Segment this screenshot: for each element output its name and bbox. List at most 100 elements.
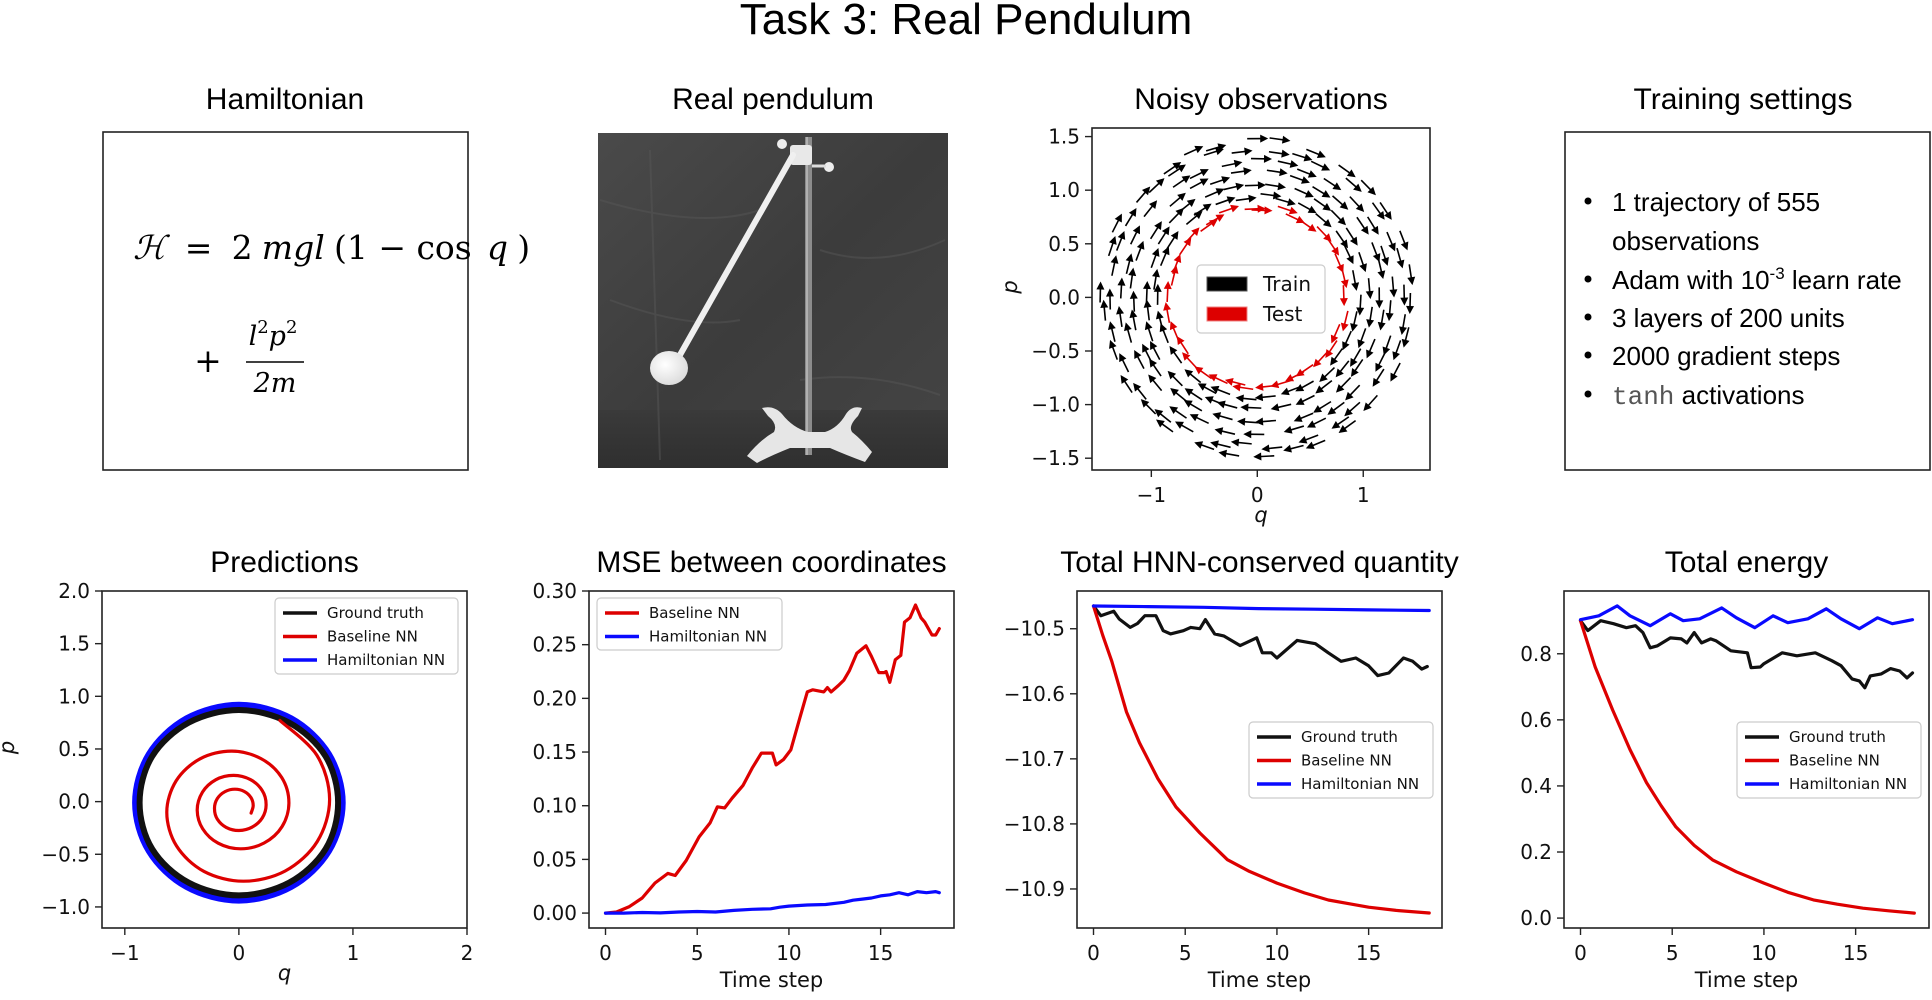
quiver-arrow — [1235, 194, 1257, 203]
quiver-arrow — [1124, 208, 1137, 227]
quiver-arrow — [1237, 417, 1259, 426]
quiver-arrow — [1243, 430, 1265, 439]
quiver-arrow — [1176, 336, 1189, 355]
bullet-icon — [1584, 351, 1592, 359]
quiver-arrow — [1297, 202, 1317, 214]
settings-item-code: tanh — [1612, 382, 1674, 412]
training-settings-box — [1564, 131, 1931, 471]
quiver-arrow — [1216, 400, 1238, 409]
quiver-arrow — [1350, 348, 1362, 367]
legend-box — [1248, 721, 1434, 799]
quiver-arrow — [1399, 314, 1407, 335]
chart-title: Total energy — [1665, 546, 1828, 579]
legend-label: Baseline NN — [649, 604, 740, 622]
formula-H: ℋ — [133, 228, 171, 267]
quiver-arrow — [1096, 281, 1105, 303]
quiver-arrow — [1231, 147, 1253, 156]
y-axis-label: p — [0, 741, 19, 755]
mse-chart: MSE between coordinates 0 5 10 15 0.30 0.25 0.2… — [532, 546, 955, 992]
quiver-arrow — [1204, 188, 1225, 198]
settings-item-after: activations — [1674, 380, 1804, 410]
quiver-arrow — [1100, 299, 1109, 321]
training-settings-title: Training settings — [1634, 83, 1853, 116]
quiver-arrow — [1152, 268, 1160, 290]
quiver-arrow — [1194, 441, 1215, 451]
series-line-baseline-nn — [165, 718, 332, 883]
quiver-arrow — [1340, 310, 1349, 332]
quiver-arrow — [1221, 159, 1243, 168]
settings-item-text: 1 trajectory of 555 — [1612, 187, 1820, 217]
quiver-arrow — [1128, 267, 1137, 289]
quiver-arrow — [1330, 209, 1347, 226]
bullet-icon — [1584, 390, 1592, 398]
settings-item-superscript: -3 — [1770, 264, 1785, 283]
quiver-arrow — [1214, 427, 1236, 436]
y-tick-label: 0.15 — [532, 740, 577, 764]
quiver-arrow — [1203, 147, 1224, 157]
quiver-arrow — [1385, 300, 1394, 322]
quiver-arrow — [1295, 363, 1314, 377]
legend: Ground truth Baseline NN Hamiltonian NN — [1248, 721, 1434, 799]
quiver-arrow — [1144, 321, 1154, 342]
x-tick-label: 2 — [461, 941, 474, 965]
quiver-arrow — [1109, 339, 1119, 360]
quiver-arrow — [1163, 162, 1182, 175]
quiver-arrow — [1296, 168, 1317, 178]
photo-cloth-folds — [599, 149, 946, 461]
quiver-arrow — [1315, 212, 1332, 228]
quiver-arrow — [1330, 348, 1343, 366]
x-tick-label: 0 — [1251, 483, 1264, 507]
quiver-arrow — [1407, 264, 1416, 286]
x-tick-label: 5 — [1179, 941, 1192, 965]
series-line-ground-truth — [136, 707, 342, 899]
bullet-icon — [1584, 197, 1592, 205]
x-tick-label: 0 — [1087, 941, 1100, 965]
formula-mgl: mgl — [262, 228, 325, 267]
quiver-arrow — [1143, 280, 1152, 302]
y-tick-label: −10.8 — [1004, 812, 1065, 836]
axes-frame — [1091, 127, 1431, 471]
quiver-arrow — [1342, 330, 1352, 351]
quiver-arrow — [1148, 178, 1165, 194]
series-test — [1163, 204, 1349, 392]
x-axis-label: Time step — [1207, 968, 1312, 992]
y-tick-label: 0.5 — [58, 737, 90, 761]
quiver-arrow — [1110, 255, 1119, 276]
y-tick-label: −10.7 — [1004, 747, 1065, 771]
quiver-arrow — [1153, 283, 1162, 305]
quiver-arrow — [1168, 207, 1184, 224]
plot-area — [132, 701, 346, 904]
quiver-arrow — [1120, 375, 1133, 394]
y-tick-label: 1.0 — [1048, 178, 1080, 202]
quiver-arrow — [1350, 359, 1364, 377]
quiver-arrow — [1212, 412, 1233, 421]
legend-label: Baseline NN — [1301, 752, 1392, 770]
settings-item: 3 layers of 200 units — [1584, 303, 1845, 333]
x-tick-label: 10 — [1264, 941, 1289, 965]
quiver-arrow — [1175, 421, 1194, 433]
x-tick-label: 5 — [1666, 941, 1679, 965]
quiver-arrow — [1124, 322, 1133, 343]
quiver-arrow — [1399, 230, 1409, 251]
quiver-arrow — [1344, 401, 1361, 417]
quiver-arrow — [1280, 385, 1301, 396]
quiver-arrow — [1240, 403, 1262, 412]
quiver-arrow — [1335, 376, 1352, 393]
quiver-arrow — [1189, 414, 1209, 425]
plot-area — [1091, 604, 1431, 915]
quiver-arrow — [1379, 201, 1392, 220]
series-line-baseline-nn — [1578, 619, 1916, 915]
formula-two: 2 — [232, 228, 253, 267]
plot-area — [1578, 604, 1916, 915]
quiver-arrow — [1377, 309, 1386, 331]
settings-item-text: Adam with 10 — [1612, 265, 1770, 295]
quiver-arrow — [1295, 394, 1315, 405]
legend: Baseline NN Hamiltonian NN — [596, 597, 783, 651]
quiver-arrow — [1319, 366, 1336, 382]
quiver-arrow — [1210, 440, 1231, 449]
quiver-arrow — [1185, 210, 1203, 226]
legend-swatch — [1206, 276, 1248, 292]
quiver-arrow — [1390, 362, 1401, 382]
x-tick-label: −1 — [110, 941, 139, 965]
